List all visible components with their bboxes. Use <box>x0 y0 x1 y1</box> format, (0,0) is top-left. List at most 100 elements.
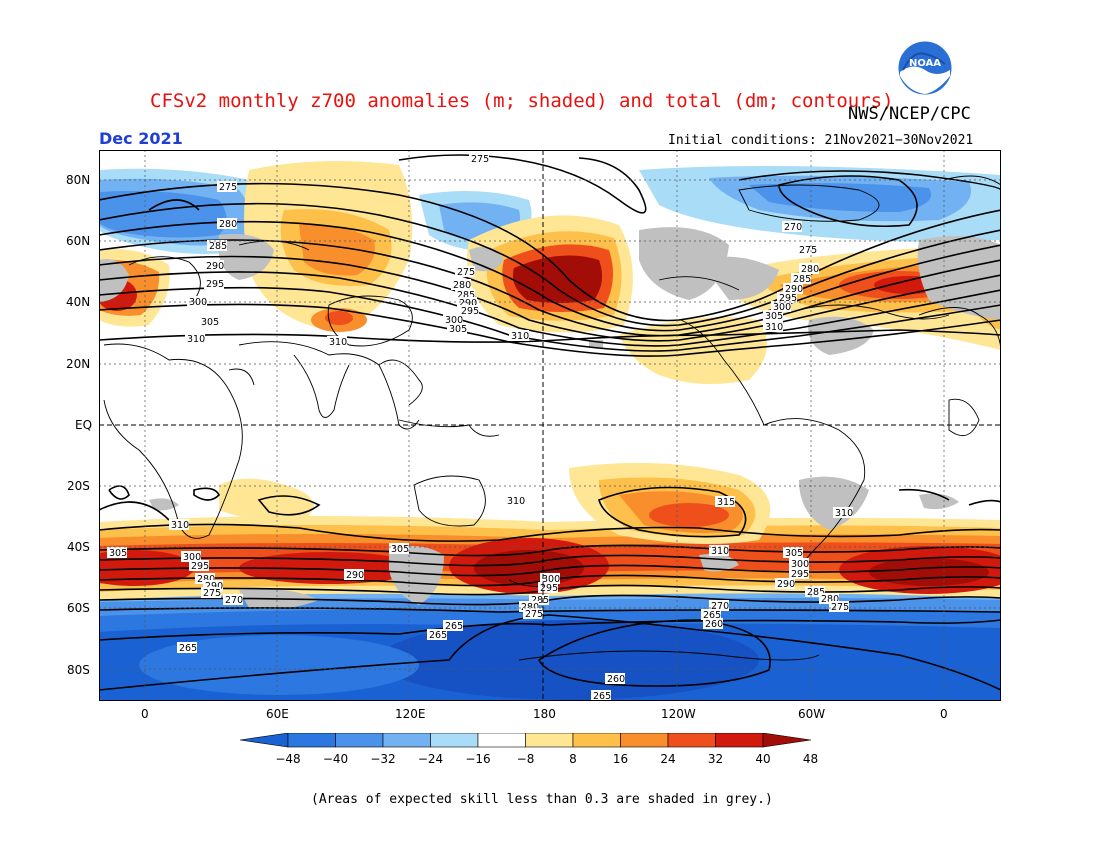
colorbar-box <box>477 733 526 748</box>
lat-label-20s: 20S <box>67 479 90 493</box>
colorbar-left-arrow <box>239 733 289 748</box>
svg-text:290: 290 <box>777 579 795 590</box>
svg-text:270: 270 <box>225 595 243 606</box>
svg-text:260: 260 <box>705 619 723 630</box>
svg-text:285: 285 <box>209 241 227 252</box>
organization-label: NWS/NCEP/CPC <box>848 104 971 124</box>
colorbar-box <box>620 733 669 748</box>
valid-month: Dec 2021 <box>99 129 183 148</box>
colorbar: −48 −40 −32 −24 −16 −8 8 16 24 32 40 48 <box>239 733 818 766</box>
svg-text:305: 305 <box>201 317 219 328</box>
svg-text:295: 295 <box>791 569 809 580</box>
svg-text:295: 295 <box>461 306 479 317</box>
colorbar-tick-label: −16 <box>465 752 490 766</box>
colorbar-tick-label: −32 <box>370 752 395 766</box>
contour-labels: 275 275 280 285 290 295 300 305 310 310 … <box>107 153 853 701</box>
svg-text:310: 310 <box>171 520 189 531</box>
svg-text:305: 305 <box>109 548 127 559</box>
lat-label-40n: 40N <box>66 295 91 309</box>
svg-text:305: 305 <box>449 324 467 335</box>
svg-text:300: 300 <box>445 315 463 326</box>
colorbar-tick-label: 48 <box>803 752 818 766</box>
svg-text:280: 280 <box>521 602 539 613</box>
svg-text:275: 275 <box>219 182 237 193</box>
colorbar-tick-label: −8 <box>517 752 535 766</box>
svg-text:300: 300 <box>189 297 207 308</box>
lon-label-60w: 60W <box>798 707 826 721</box>
svg-text:275: 275 <box>525 609 543 620</box>
svg-text:310: 310 <box>711 546 729 557</box>
svg-text:275: 275 <box>203 588 221 599</box>
svg-text:300: 300 <box>773 302 791 313</box>
svg-text:285: 285 <box>531 595 549 606</box>
svg-text:290: 290 <box>785 284 803 295</box>
svg-text:285: 285 <box>807 587 825 598</box>
anomaly-map: 275 275 280 285 290 295 300 305 310 310 … <box>99 150 1001 701</box>
colorbar-tick-label: −48 <box>275 752 300 766</box>
svg-text:285: 285 <box>793 274 811 285</box>
svg-text:280: 280 <box>219 219 237 230</box>
svg-text:280: 280 <box>453 280 471 291</box>
colorbar-right-arrow <box>762 733 812 748</box>
svg-text:265: 265 <box>179 643 197 654</box>
colorbar-box <box>335 733 384 748</box>
lat-label-40s: 40S <box>67 540 90 554</box>
lat-label-80n: 80N <box>66 173 91 187</box>
svg-text:280: 280 <box>197 574 215 585</box>
svg-text:310: 310 <box>329 337 347 348</box>
svg-text:265: 265 <box>429 630 447 641</box>
colorbar-box <box>715 733 764 748</box>
svg-text:300: 300 <box>542 574 560 585</box>
svg-text:275: 275 <box>799 245 817 256</box>
noaa-logo: NOAA <box>897 40 953 96</box>
colorbar-box <box>572 733 621 748</box>
svg-text:290: 290 <box>459 298 477 309</box>
svg-text:290: 290 <box>206 261 224 272</box>
lon-label-180: 180 <box>533 707 556 721</box>
svg-text:305: 305 <box>765 311 783 322</box>
lon-label-0-left: 0 <box>141 707 149 721</box>
svg-text:300: 300 <box>183 552 201 563</box>
svg-text:305: 305 <box>785 548 803 559</box>
lat-label-60s: 60S <box>67 601 90 615</box>
svg-text:315: 315 <box>717 497 735 508</box>
colorbar-tick-label: 24 <box>660 752 675 766</box>
svg-text:265: 265 <box>593 691 611 701</box>
colorbar-boxes <box>239 733 812 748</box>
svg-text:310: 310 <box>835 508 853 519</box>
lon-label-0-right: 0 <box>940 707 948 721</box>
svg-text:300: 300 <box>791 559 809 570</box>
svg-text:285: 285 <box>457 290 475 301</box>
svg-text:295: 295 <box>540 583 558 594</box>
svg-text:265: 265 <box>703 610 721 621</box>
svg-text:290: 290 <box>205 581 223 592</box>
skill-footnote: (Areas of expected skill less than 0.3 a… <box>311 792 773 807</box>
colorbar-tick-label: 8 <box>569 752 577 766</box>
lat-label-60n: 60N <box>66 234 91 248</box>
svg-text:280: 280 <box>821 594 839 605</box>
colorbar-box <box>525 733 574 748</box>
svg-text:270: 270 <box>711 601 729 612</box>
svg-text:275: 275 <box>471 154 489 165</box>
colorbar-tick-label: 40 <box>755 752 770 766</box>
lon-label-120e: 120E <box>395 707 426 721</box>
svg-text:295: 295 <box>191 561 209 572</box>
colorbar-tick-label: 16 <box>613 752 628 766</box>
svg-text:305: 305 <box>391 544 409 555</box>
svg-text:310: 310 <box>765 322 783 333</box>
svg-text:265: 265 <box>445 621 463 632</box>
noaa-logo-text: NOAA <box>909 58 941 69</box>
svg-text:310: 310 <box>507 496 525 507</box>
svg-text:275: 275 <box>457 267 475 278</box>
colorbar-tick-label: −24 <box>418 752 443 766</box>
colorbar-box <box>430 733 479 748</box>
svg-text:275: 275 <box>831 602 849 613</box>
svg-text:295: 295 <box>779 293 797 304</box>
colorbar-ticks: −48 −40 −32 −24 −16 −8 8 16 24 32 40 48 <box>275 752 818 766</box>
svg-text:280: 280 <box>801 264 819 275</box>
svg-text:310: 310 <box>511 331 529 342</box>
svg-text:310: 310 <box>187 334 205 345</box>
colorbar-box <box>287 733 336 748</box>
lon-label-120w: 120W <box>661 707 696 721</box>
equator-and-dateline <box>99 150 1001 701</box>
